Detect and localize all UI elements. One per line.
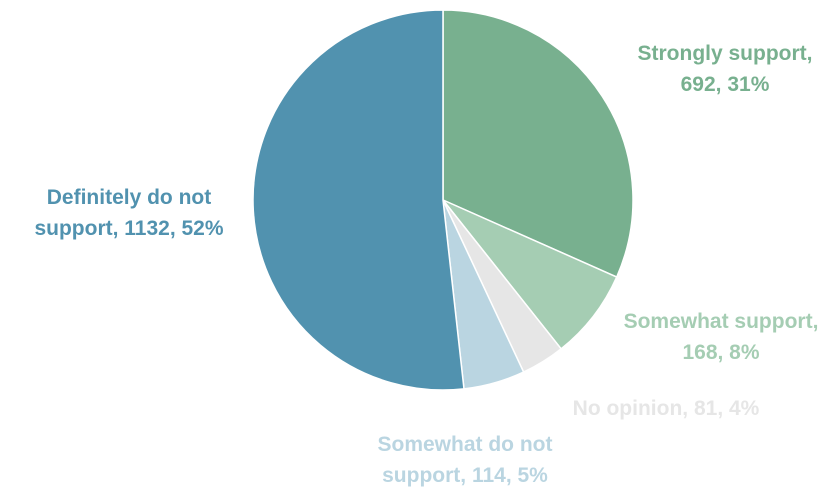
label-strongly-support-line1: Strongly support, bbox=[637, 42, 813, 65]
label-no-opinion: No opinion, 81, 4% bbox=[556, 393, 776, 424]
label-strongly-support-line2: 692, 31% bbox=[680, 73, 770, 96]
label-somewhat-support-line1: Somewhat support, bbox=[623, 310, 819, 333]
label-definitely-do-not-support-line1: Definitely do not bbox=[46, 186, 212, 209]
pie-slice-strongly-support bbox=[442, 9, 634, 278]
label-somewhat-do-not-support-line1: Somewhat do not bbox=[377, 433, 553, 456]
label-no-opinion-line1: No opinion, 81, 4% bbox=[572, 397, 760, 420]
label-somewhat-do-not-support: Somewhat do not support, 114, 5% bbox=[355, 429, 575, 491]
label-definitely-do-not-support-line2: support, 1132, 52% bbox=[34, 217, 224, 240]
pie-slice-definitely-do-not-support bbox=[252, 9, 465, 391]
label-somewhat-support: Somewhat support, 168, 8% bbox=[606, 306, 836, 368]
label-definitely-do-not-support: Definitely do not support, 1132, 52% bbox=[14, 182, 244, 244]
label-strongly-support: Strongly support, 692, 31% bbox=[620, 38, 830, 100]
label-somewhat-support-line2: 168, 8% bbox=[682, 341, 760, 364]
label-somewhat-do-not-support-line2: support, 114, 5% bbox=[382, 464, 548, 487]
